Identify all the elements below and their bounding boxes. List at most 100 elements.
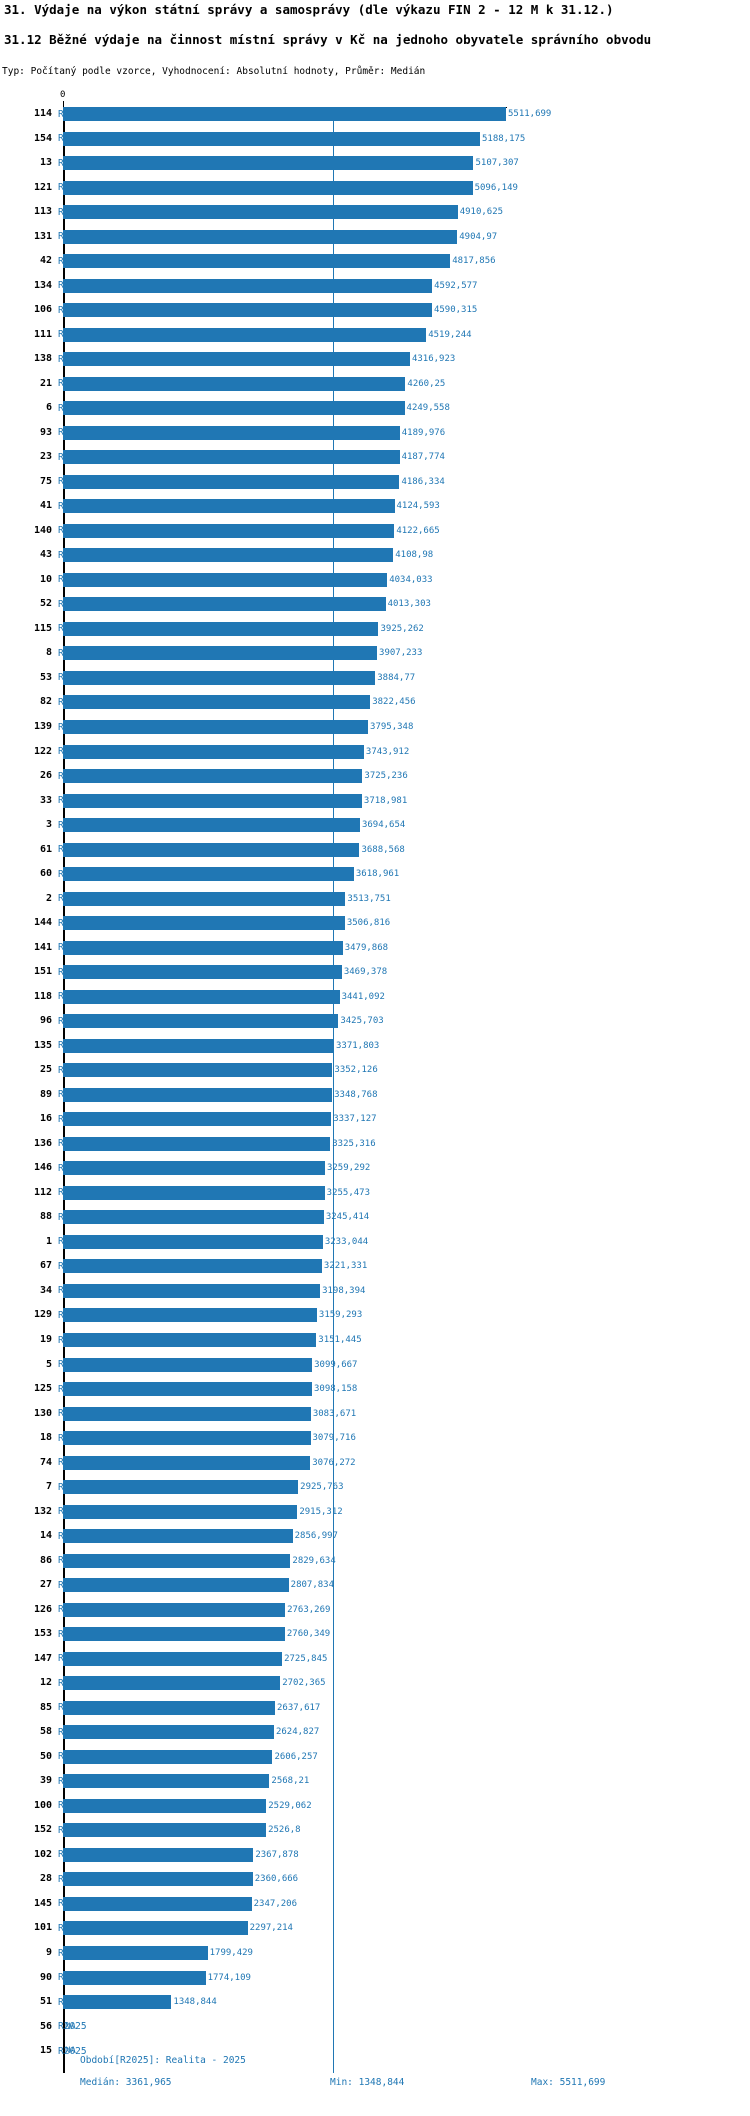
value-bar[interactable] [63,916,345,931]
bar-row[interactable]: 82R20253822,456 [0,695,750,720]
bar-row[interactable]: 125R20253098,158 [0,1382,750,1407]
value-bar[interactable] [63,1455,311,1470]
bar-row[interactable]: 135R20253371,803 [0,1038,750,1064]
value-bar[interactable] [63,818,360,833]
bar-row[interactable]: 12R20252702,365 [0,1676,750,1701]
bar-row[interactable]: 146R20253259,292 [0,1161,750,1186]
bar-row[interactable]: 9R20251799,429 [0,1946,750,1971]
value-bar[interactable] [63,1847,254,1862]
bar-row[interactable]: 58R20252624,827 [0,1725,750,1750]
bar-row[interactable]: 144R20253506,816 [0,916,750,941]
bar-row[interactable]: 126R20252763,269 [0,1602,750,1628]
bar-row[interactable]: 100R20252529,062 [0,1798,750,1824]
bar-row[interactable]: 141R20253479,868 [0,940,750,966]
bar-row[interactable]: 89R20253348,768 [0,1087,750,1113]
value-bar[interactable] [63,670,376,685]
value-bar[interactable] [63,1946,208,1960]
value-bar[interactable] [63,940,343,955]
bar-row[interactable]: 151R20253469,378 [0,965,750,990]
value-bar[interactable] [63,1798,267,1813]
bar-row[interactable]: 42R20254817,856 [0,254,750,279]
value-bar[interactable] [63,1676,281,1691]
value-bar[interactable] [63,744,364,759]
value-bar[interactable] [63,1333,317,1347]
value-bar[interactable] [63,1627,285,1642]
value-bar[interactable] [63,1259,322,1274]
bar-row[interactable]: 139R20253795,348 [0,720,750,745]
value-bar[interactable] [63,1357,313,1372]
bar-row[interactable]: 53R20253884,77 [0,670,750,696]
bar-row[interactable]: 1R20253233,044 [0,1234,750,1260]
value-bar[interactable] [63,1872,253,1887]
value-bar[interactable] [63,254,451,269]
bar-row[interactable]: 10R20254034,033 [0,572,750,598]
value-bar[interactable] [63,1651,283,1666]
bar-row[interactable]: 7R20252925,763 [0,1480,750,1505]
value-bar[interactable] [63,1578,289,1593]
bar-row[interactable]: 41R20254124,593 [0,499,750,524]
value-bar[interactable] [63,1406,311,1421]
bar-row[interactable]: 33R20253718,981 [0,793,750,819]
bar-row[interactable]: 118R20253441,092 [0,989,750,1015]
value-bar[interactable] [63,1283,321,1298]
bar-row[interactable]: 122R20253743,912 [0,744,750,770]
value-bar[interactable] [63,376,406,391]
bar-row[interactable]: 25R20253352,126 [0,1063,750,1088]
value-bar[interactable] [63,156,474,171]
bar-row[interactable]: 26R20253725,236 [0,769,750,794]
bar-row[interactable]: 115R20253925,262 [0,621,750,647]
value-bar[interactable] [63,1823,267,1838]
value-bar[interactable] [63,1480,299,1495]
bar-row[interactable]: 132R20252915,312 [0,1504,750,1530]
bar-row[interactable]: 21R20254260,25 [0,376,750,402]
value-bar[interactable] [63,1749,273,1764]
bar-row[interactable]: 111R20254519,244 [0,327,750,353]
bar-row[interactable]: 67R20253221,331 [0,1259,750,1284]
bar-row[interactable]: 131R20254904,97 [0,229,750,255]
bar-row[interactable]: 8R20253907,233 [0,646,750,671]
value-bar[interactable] [63,1087,333,1102]
value-bar[interactable] [63,1529,293,1544]
value-bar[interactable] [63,107,506,121]
bar-row[interactable]: 61R20253688,568 [0,842,750,868]
value-bar[interactable] [63,1014,339,1029]
value-bar[interactable] [63,1504,298,1519]
bar-row[interactable]: 6R20254249,558 [0,401,750,426]
bar-row[interactable]: 15 R2025 NA [0,2044,750,2069]
bar-row[interactable]: 18R20253079,716 [0,1431,750,1456]
value-bar[interactable] [63,867,354,882]
value-bar[interactable] [63,1431,311,1446]
value-bar[interactable] [63,1038,334,1053]
value-bar[interactable] [63,1382,312,1397]
bar-row[interactable]: 145R20252347,206 [0,1896,750,1922]
bar-row[interactable]: 114R20255511,699 [0,107,750,132]
value-bar[interactable] [63,597,386,612]
value-bar[interactable] [63,499,395,514]
value-bar[interactable] [63,1185,325,1200]
bar-row[interactable]: 23R20254187,774 [0,450,750,475]
bar-row[interactable]: 28R20252360,666 [0,1872,750,1897]
value-bar[interactable] [63,450,400,465]
bar-row[interactable]: 152R20252526,8 [0,1823,750,1848]
value-bar[interactable] [63,1112,332,1127]
bar-row[interactable]: 129R20253159,293 [0,1308,750,1333]
bar-row[interactable]: 74R20253076,272 [0,1455,750,1481]
bar-row[interactable]: 14R20252856,997 [0,1529,750,1554]
value-bar[interactable] [63,1136,331,1151]
value-bar[interactable] [63,891,346,906]
value-bar[interactable] [63,1553,291,1568]
value-bar[interactable] [63,205,458,220]
bar-row[interactable]: 96R20253425,703 [0,1014,750,1039]
bar-row[interactable]: 90R20251774,109 [0,1970,750,1996]
value-bar[interactable] [63,523,395,538]
bar-row[interactable]: 121R20255096,149 [0,180,750,206]
bar-row[interactable]: 19R20253151,445 [0,1333,750,1358]
value-bar[interactable] [63,695,371,710]
bar-row[interactable]: 75R20254186,334 [0,474,750,500]
value-bar[interactable] [63,572,388,587]
bar-row[interactable]: 102R20252367,878 [0,1847,750,1873]
value-bar[interactable] [63,1896,252,1911]
bar-row[interactable]: 88R20253245,414 [0,1210,750,1235]
bar-row[interactable]: 43R20254108,98 [0,548,750,573]
bar-row[interactable]: 50R20252606,257 [0,1749,750,1775]
